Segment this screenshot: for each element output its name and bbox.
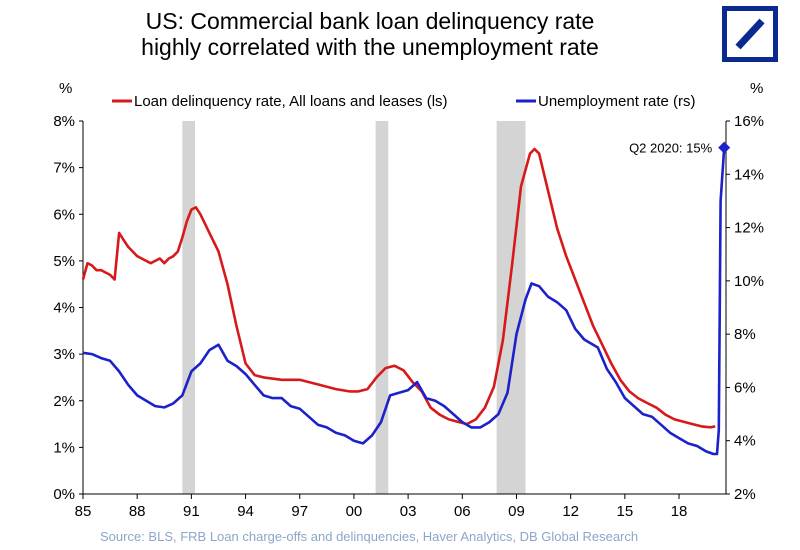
chart-title-line-2: highly correlated with the unemployment … xyxy=(141,34,599,60)
right-axis-tick-label: 10% xyxy=(734,273,764,290)
recession-band xyxy=(375,121,389,494)
left-axis-tick-label: 8% xyxy=(53,113,75,130)
left-axis-tick-label: 4% xyxy=(53,300,75,317)
right-axis-tick-label: 14% xyxy=(734,166,764,183)
annotation-label: Q2 2020: 15% xyxy=(629,141,713,156)
x-axis-tick-label: 85 xyxy=(75,503,92,520)
x-axis-tick-label: 97 xyxy=(291,503,308,520)
left-axis-tick-label: 5% xyxy=(53,253,75,270)
x-axis-tick-label: 06 xyxy=(454,503,471,520)
left-axis-tick-label: 1% xyxy=(53,439,75,456)
x-axis-tick-label: 18 xyxy=(671,503,688,520)
x-axis-tick-label: 15 xyxy=(617,503,634,520)
right-axis-tick-label: 2% xyxy=(734,486,756,503)
left-axis-tick-label: 6% xyxy=(53,206,75,223)
recession-band xyxy=(182,121,195,494)
source-note: Source: BLS, FRB Loan charge-offs and de… xyxy=(100,529,639,544)
x-axis-tick-label: 03 xyxy=(400,503,417,520)
legend-label: Loan delinquency rate, All loans and lea… xyxy=(134,93,448,110)
left-axis-unit-label: % xyxy=(59,80,72,97)
right-axis-unit-label: % xyxy=(750,80,763,97)
x-axis-tick-label: 88 xyxy=(129,503,146,520)
right-axis-tick-label: 6% xyxy=(734,379,756,396)
annotation-marker xyxy=(718,141,731,154)
x-axis-tick-label: 91 xyxy=(183,503,200,520)
x-axis-tick-label: 09 xyxy=(508,503,525,520)
right-axis-tick-label: 12% xyxy=(734,220,764,237)
left-axis-tick-label: 0% xyxy=(53,486,75,503)
left-axis-tick-label: 2% xyxy=(53,393,75,410)
deutsche-bank-logo-icon xyxy=(722,6,778,62)
x-axis-tick-label: 00 xyxy=(346,503,363,520)
chart-title-line-1: US: Commercial bank loan delinquency rat… xyxy=(145,8,595,34)
right-axis-tick-label: 4% xyxy=(734,433,756,450)
unemployment-rate-line xyxy=(82,147,726,456)
left-axis-tick-label: 7% xyxy=(53,160,75,177)
left-axis-tick-label: 3% xyxy=(53,346,75,363)
recession-band xyxy=(496,121,526,494)
x-axis-tick-label: 12 xyxy=(562,503,579,520)
x-axis-tick-label: 94 xyxy=(237,503,254,520)
right-axis-tick-label: 16% xyxy=(734,113,764,130)
legend-label: Unemployment rate (rs) xyxy=(538,93,696,110)
delinquency-rate-line xyxy=(81,147,716,429)
right-axis-tick-label: 8% xyxy=(734,326,756,343)
